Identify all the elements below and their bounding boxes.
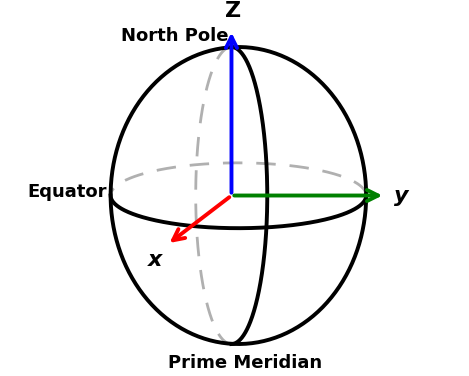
Text: Z: Z: [225, 1, 241, 21]
Text: Equator: Equator: [28, 183, 107, 201]
Text: North Pole: North Pole: [121, 27, 228, 45]
Text: Prime Meridian: Prime Meridian: [168, 354, 322, 372]
Text: x: x: [148, 250, 162, 270]
Text: y: y: [394, 185, 408, 206]
